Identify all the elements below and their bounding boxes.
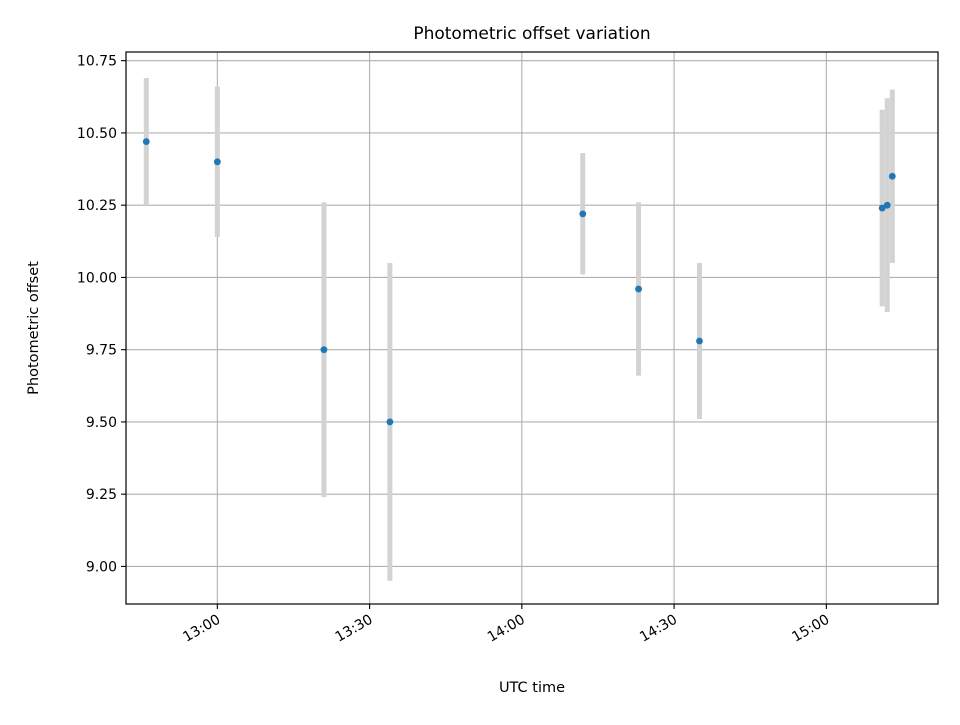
y-tick-label: 10.00 [77, 270, 117, 286]
data-point [635, 285, 642, 293]
y-tick-label: 9.25 [86, 487, 117, 503]
data-points [142, 138, 896, 426]
chart-title: Photometric offset variation [413, 24, 650, 44]
y-axis-label: Photometric offset [26, 261, 42, 395]
data-point [878, 204, 886, 212]
data-point [888, 172, 896, 180]
y-tick-label: 10.25 [77, 198, 117, 214]
y-tick-label: 9.75 [86, 343, 117, 359]
data-point [386, 418, 394, 426]
data-point [320, 346, 328, 354]
data-point [883, 201, 891, 209]
data-point [696, 337, 703, 345]
data-point [213, 158, 221, 166]
grid-lines [126, 52, 938, 604]
y-tick-label: 10.75 [77, 54, 117, 70]
x-axis-label: UTC time [499, 680, 565, 696]
y-tick-label: 9.50 [86, 415, 117, 431]
data-point [142, 138, 150, 145]
y-tick-label: 9.00 [86, 559, 117, 575]
plot-area-frame [125, 51, 939, 605]
data-point [579, 210, 587, 218]
y-tick-label: 10.50 [77, 126, 117, 142]
